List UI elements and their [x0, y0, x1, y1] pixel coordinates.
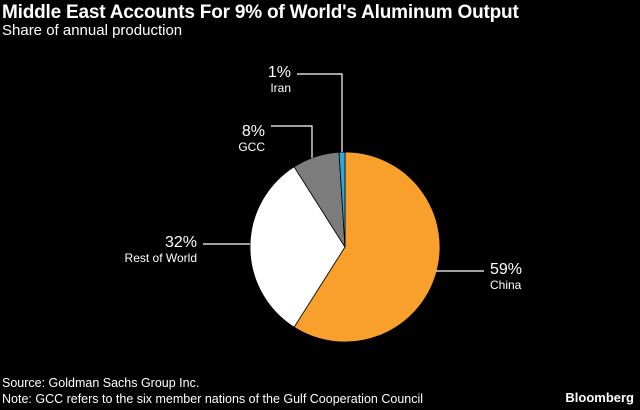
data-label-iran: 1% — [268, 64, 291, 81]
chart-title: Middle East Accounts For 9% of World's A… — [2, 2, 519, 23]
leader-line-iran — [297, 73, 343, 152]
data-label-rest-of-world: 32% — [165, 234, 197, 251]
data-label-gcc: 8% — [242, 123, 265, 140]
source-note: Source: Goldman Sachs Group Inc. — [2, 376, 200, 390]
pie-slice-rest-of-world — [249, 166, 346, 328]
footnote: Note: GCC refers to the six member natio… — [2, 392, 424, 406]
leader-line-gcc — [271, 125, 313, 158]
bloomberg-logo: Bloomberg — [565, 390, 634, 405]
data-label-china: 59% — [490, 261, 522, 278]
chart-subtitle: Share of annual production — [2, 22, 183, 39]
slice-name-iran: Iran — [270, 81, 291, 95]
slice-name-gcc: GCC — [238, 140, 265, 154]
pie-slice-iran — [338, 151, 346, 248]
pie-slice-china — [293, 151, 441, 343]
slice-name-rest-of-world: Rest of World — [125, 251, 197, 265]
slice-name-china: China — [490, 278, 522, 292]
